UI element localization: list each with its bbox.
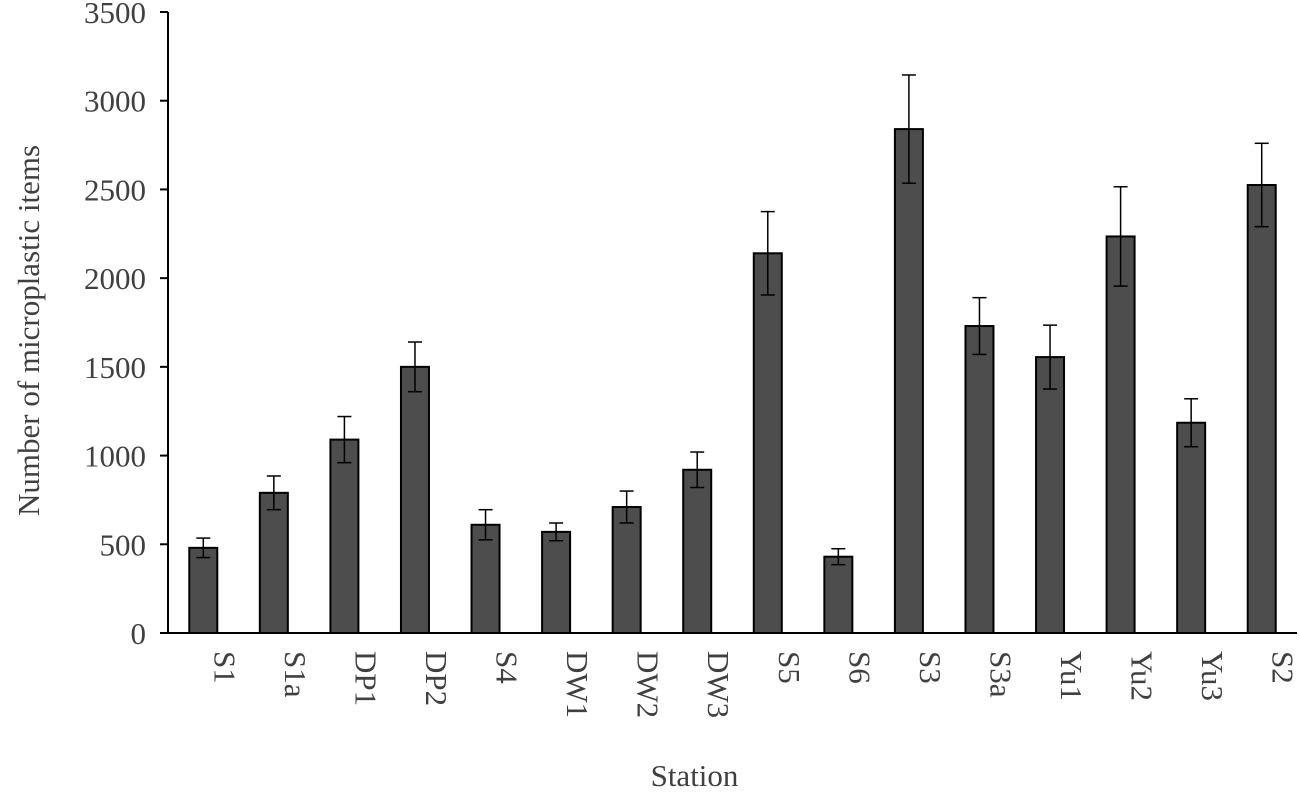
x-tick-label: S1 — [207, 651, 242, 684]
x-tick-label: S5 — [772, 651, 807, 684]
bar-dp2 — [399, 365, 430, 634]
bar-s3 — [893, 128, 924, 635]
y-tick-label: 2000 — [84, 261, 146, 296]
error-bar-dp1 — [337, 415, 352, 464]
x-tick-label: DW1 — [560, 651, 595, 718]
x-tick-label: Yu2 — [1125, 651, 1160, 701]
error-bar-s3 — [901, 74, 916, 184]
y-axis-title: Number of microplastic items — [11, 145, 46, 516]
x-axis-title: Station — [651, 758, 739, 793]
x-tick-label: S1a — [278, 651, 313, 698]
x-tick-label: S2 — [1266, 651, 1299, 684]
y-tick-label: 3000 — [84, 84, 146, 119]
x-tick-label: Yu1 — [1054, 651, 1089, 701]
y-tick-label: 1000 — [84, 439, 146, 474]
y-tick-label: 3500 — [84, 0, 146, 30]
x-tick-label: DW2 — [631, 651, 666, 718]
x-tick-label: Yu3 — [1195, 651, 1230, 701]
error-bar-dw2 — [619, 490, 634, 524]
bar-dw1 — [541, 530, 572, 635]
x-tick-label: DW3 — [701, 651, 736, 718]
error-bar-dp2 — [407, 341, 422, 393]
bar-dw2 — [611, 506, 642, 635]
bar-s5 — [752, 252, 783, 634]
error-bar-yu1 — [1043, 324, 1058, 390]
y-axis-ticks: 0 500 1000 1500 2000 2500 3000 3500 — [84, 0, 168, 651]
error-bar-s1a — [266, 475, 281, 511]
bar-s1 — [188, 546, 219, 634]
bars — [188, 128, 1277, 635]
error-bars — [196, 74, 1269, 566]
x-tick-label: DP1 — [348, 651, 383, 706]
error-bar-yu3 — [1184, 398, 1199, 448]
error-bar-s2 — [1254, 142, 1269, 228]
y-tick-label: 2500 — [84, 172, 146, 207]
error-bar-s1 — [196, 537, 211, 559]
bar-s4 — [470, 523, 501, 634]
error-bar-s3a — [972, 296, 987, 356]
bar-s1a — [258, 491, 289, 634]
y-tick-label: 1500 — [84, 350, 146, 385]
error-bar-s4 — [478, 508, 493, 541]
bar-yu2 — [1105, 235, 1136, 634]
y-tick-label: 500 — [100, 527, 147, 562]
x-tick-label: S3 — [913, 651, 948, 684]
bar-dw3 — [682, 468, 713, 634]
x-tick-label: S6 — [842, 651, 877, 684]
x-tick-label: S3a — [983, 651, 1018, 698]
bar-dp1 — [329, 438, 360, 634]
error-bar-dw3 — [690, 451, 705, 489]
x-axis-tick-labels: S1 S1a DP1 DP2 S4 DW1 DW2 DW3 S5 S6 S3 S3a Yu1 Yu2 Yu3… — [207, 651, 1299, 718]
x-tick-label: DP2 — [419, 651, 454, 706]
bar-yu3 — [1176, 421, 1207, 634]
bar-s6 — [823, 555, 854, 634]
bar-s3a — [964, 325, 995, 634]
y-tick-label: 0 — [131, 616, 147, 651]
error-bar-s6 — [831, 547, 846, 566]
bar-s2 — [1246, 183, 1277, 634]
bar-yu1 — [1035, 356, 1066, 634]
error-bar-s5 — [760, 210, 775, 296]
error-bar-dw1 — [549, 522, 564, 542]
error-bar-yu2 — [1113, 186, 1128, 287]
x-tick-label: S4 — [490, 651, 525, 684]
